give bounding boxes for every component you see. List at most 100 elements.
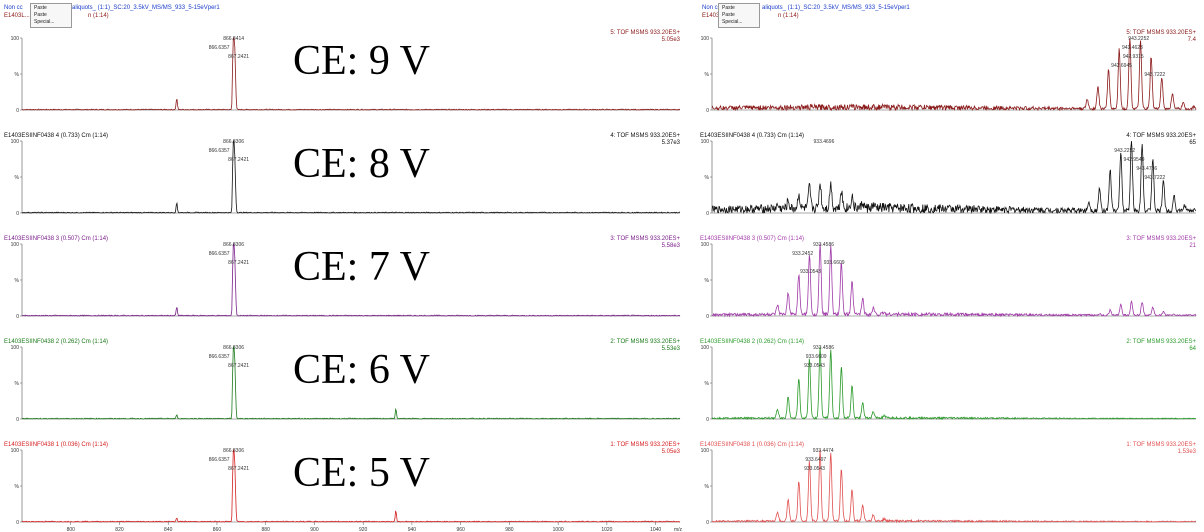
spectrum-4: E1403ESIINF0438 2 (0.262) Cm (1:14) 2: TO… (4, 339, 681, 423)
collision-energy-label: CE: 5 V (293, 450, 430, 496)
peak-label: 942.9315 (1123, 54, 1144, 60)
peak-label: 933.6609 (824, 260, 845, 266)
y-tick-label: 0 (16, 520, 19, 526)
peak-label: 943.2252 (1114, 148, 1135, 154)
x-tick-label: 960 (456, 527, 465, 532)
y-tick-label: % (705, 381, 710, 387)
peak-label: 942.6945 (1111, 63, 1132, 69)
peak-label: 933.2452 (792, 251, 813, 257)
spectrum-1: 5: TOF MSMS 933.20ES+5.05e3 100% 0 866.8414… (11, 30, 681, 114)
spectrum-header-right: 2: TOF MSMS 933.20ES+ (1126, 339, 1196, 345)
peak-label: 866.8306 (223, 139, 244, 145)
spectrum-intensity: 7.4 (1188, 37, 1197, 43)
context-menu-right[interactable]: Paste Paste Special... (718, 3, 760, 28)
peak-label: 866.8306 (223, 448, 244, 454)
spectrum-header-right: 2: TOF MSMS 933.20ES+ (610, 339, 680, 345)
peak-label: 943.7222 (1144, 175, 1165, 181)
peak-label: 943.4623 (1122, 45, 1143, 51)
spectrum-intensity: 65 (1189, 140, 1196, 146)
peak-label: 933.4696 (814, 139, 835, 145)
peak-label: 866.8306 (223, 242, 244, 248)
y-tick-label: 100 (11, 242, 20, 248)
spectrum-5: E1403ESIINF0438 1 (0.036) Cm (1:14) 1: TO… (700, 442, 1197, 526)
spectrum-4: E1403ESIINF0438 2 (0.262) Cm (1:14) 2: TO… (700, 339, 1197, 423)
peak-label: 933.4586 (813, 242, 834, 248)
x-tick-label: 1040 (650, 527, 661, 532)
y-tick-label: 100 (701, 242, 710, 248)
spectrum-2: E1403ESIINF0438 4 (0.733) Cm (1:14) 4: TO… (700, 133, 1197, 217)
right-header-line2: E1403L... (702, 13, 728, 19)
peak-label: 942.9540 (1124, 157, 1145, 163)
left-header-line1-start: Non cc (4, 5, 23, 11)
menu-item-paste[interactable]: Paste (34, 5, 47, 11)
spectrum-intensity: 5.05e3 (662, 37, 681, 43)
y-tick-label: 0 (706, 314, 709, 320)
spectrum-intensity: 5.05e3 (662, 449, 681, 455)
spectrum-trace (21, 449, 681, 523)
y-tick-label: % (705, 72, 710, 78)
y-tick-label: 100 (11, 36, 20, 42)
spectrum-5: E1403ESIINF0438 1 (0.036) Cm (1:14) 1: TO… (4, 442, 681, 526)
peak-label: 866.6357 (209, 457, 230, 463)
y-tick-label: 0 (706, 417, 709, 423)
menu-item-paste-special[interactable]: Paste Special... (34, 12, 55, 25)
y-tick-label: 100 (701, 36, 710, 42)
peak-label: 867.2421 (228, 157, 249, 163)
peak-label: 943.2252 (1128, 36, 1149, 42)
spectrum-2: E1403ESIINF0438 4 (0.733) Cm (1:14) 4: TO… (4, 133, 681, 217)
spectrum-intensity: 5.53e3 (662, 346, 681, 352)
spectrum-header-right: 1: TOF MSMS 933.20ES+ (1126, 442, 1196, 448)
spectrum-trace (711, 346, 1197, 421)
right-header-line2-end: n (1:14) (778, 13, 799, 19)
spectrum-header-right: 4: TOF MSMS 933.20ES+ (1126, 133, 1196, 139)
spectrum-trace (711, 140, 1197, 215)
spectrum-header-left: E1403ESIINF0438 4 (0.733) Cm (1:14) (4, 133, 108, 139)
peak-label: 933.4474 (813, 448, 834, 454)
left-header-line1-end: aliquots_ (1:1)_SC:20_3.5kV_MS/MS_933_5-… (72, 5, 220, 11)
peak-label: 867.2421 (228, 260, 249, 266)
spectrum-header-left: E1403ESIINF0438 2 (0.262) Cm (1:14) (4, 339, 108, 345)
collision-energy-label: CE: 8 V (293, 141, 430, 187)
y-tick-label: 0 (706, 108, 709, 114)
peak-label: 933.0543 (804, 466, 825, 472)
x-tick-label: 900 (310, 527, 319, 532)
spectrum-intensity: 5.58e3 (662, 243, 681, 249)
x-axis-label: m/z (674, 527, 683, 532)
right-header-line1-start: Non cc (702, 5, 721, 11)
spectrum-header-left: E1403ESIINF0438 1 (0.036) Cm (1:14) (700, 442, 804, 448)
y-tick-label: 100 (701, 345, 710, 351)
y-tick-label: 0 (16, 211, 19, 217)
y-tick-label: % (705, 484, 710, 490)
y-tick-label: 0 (16, 417, 19, 423)
x-tick-label: 980 (505, 527, 514, 532)
spectrum-header-left: E1403ESIINF0438 3 (0.507) Cm (1:14) (4, 236, 108, 242)
right-spectra-panel: 5: TOF MSMS 933.20ES+7.4 100% 0 943.2252 943… (700, 30, 1197, 526)
y-tick-label: 100 (701, 448, 710, 454)
y-tick-label: 0 (706, 520, 709, 526)
spectrum-intensity: 1.53e3 (1178, 449, 1197, 455)
peak-label: 867.2421 (228, 54, 249, 60)
y-tick-label: 100 (11, 345, 20, 351)
spectrum-header-left: E1403ESIINF0438 4 (0.733) Cm (1:14) (700, 133, 804, 139)
peak-label: 933.0543 (804, 363, 825, 369)
peak-label: 933.4586 (813, 345, 834, 351)
spectrum-header-right: 5: TOF MSMS 933.20ES+ (1126, 30, 1196, 36)
right-header-line1-end: aliquots_ (1:1)_SC:20_3.5kV_MS/MS_933_5-… (762, 5, 910, 11)
x-tick-label: 1000 (553, 527, 564, 532)
spectrum-header-right: 3: TOF MSMS 933.20ES+ (610, 236, 680, 242)
y-tick-label: % (15, 72, 20, 78)
x-tick-label: 880 (262, 527, 271, 532)
context-menu-left[interactable]: Paste Paste Special... (30, 3, 72, 28)
menu-item-paste[interactable]: Paste (722, 5, 735, 11)
collision-energy-label: CE: 9 V (293, 38, 430, 84)
left-spectra-panel: 5: TOF MSMS 933.20ES+5.05e3100%0866.8414… (4, 30, 683, 532)
y-tick-label: 0 (16, 108, 19, 114)
y-tick-label: 0 (706, 211, 709, 217)
x-tick-label: 940 (408, 527, 417, 532)
spectrum-header-left: E1403ESIINF0438 1 (0.036) Cm (1:14) (4, 442, 108, 448)
menu-item-paste-special[interactable]: Paste Special... (722, 12, 743, 25)
left-header-line2-end: n (1:14) (88, 13, 109, 19)
y-tick-label: 100 (11, 448, 20, 454)
x-tick-label: 820 (115, 527, 124, 532)
spectrum-1: 5: TOF MSMS 933.20ES+7.4 100% 0 943.2252 943… (701, 30, 1197, 114)
